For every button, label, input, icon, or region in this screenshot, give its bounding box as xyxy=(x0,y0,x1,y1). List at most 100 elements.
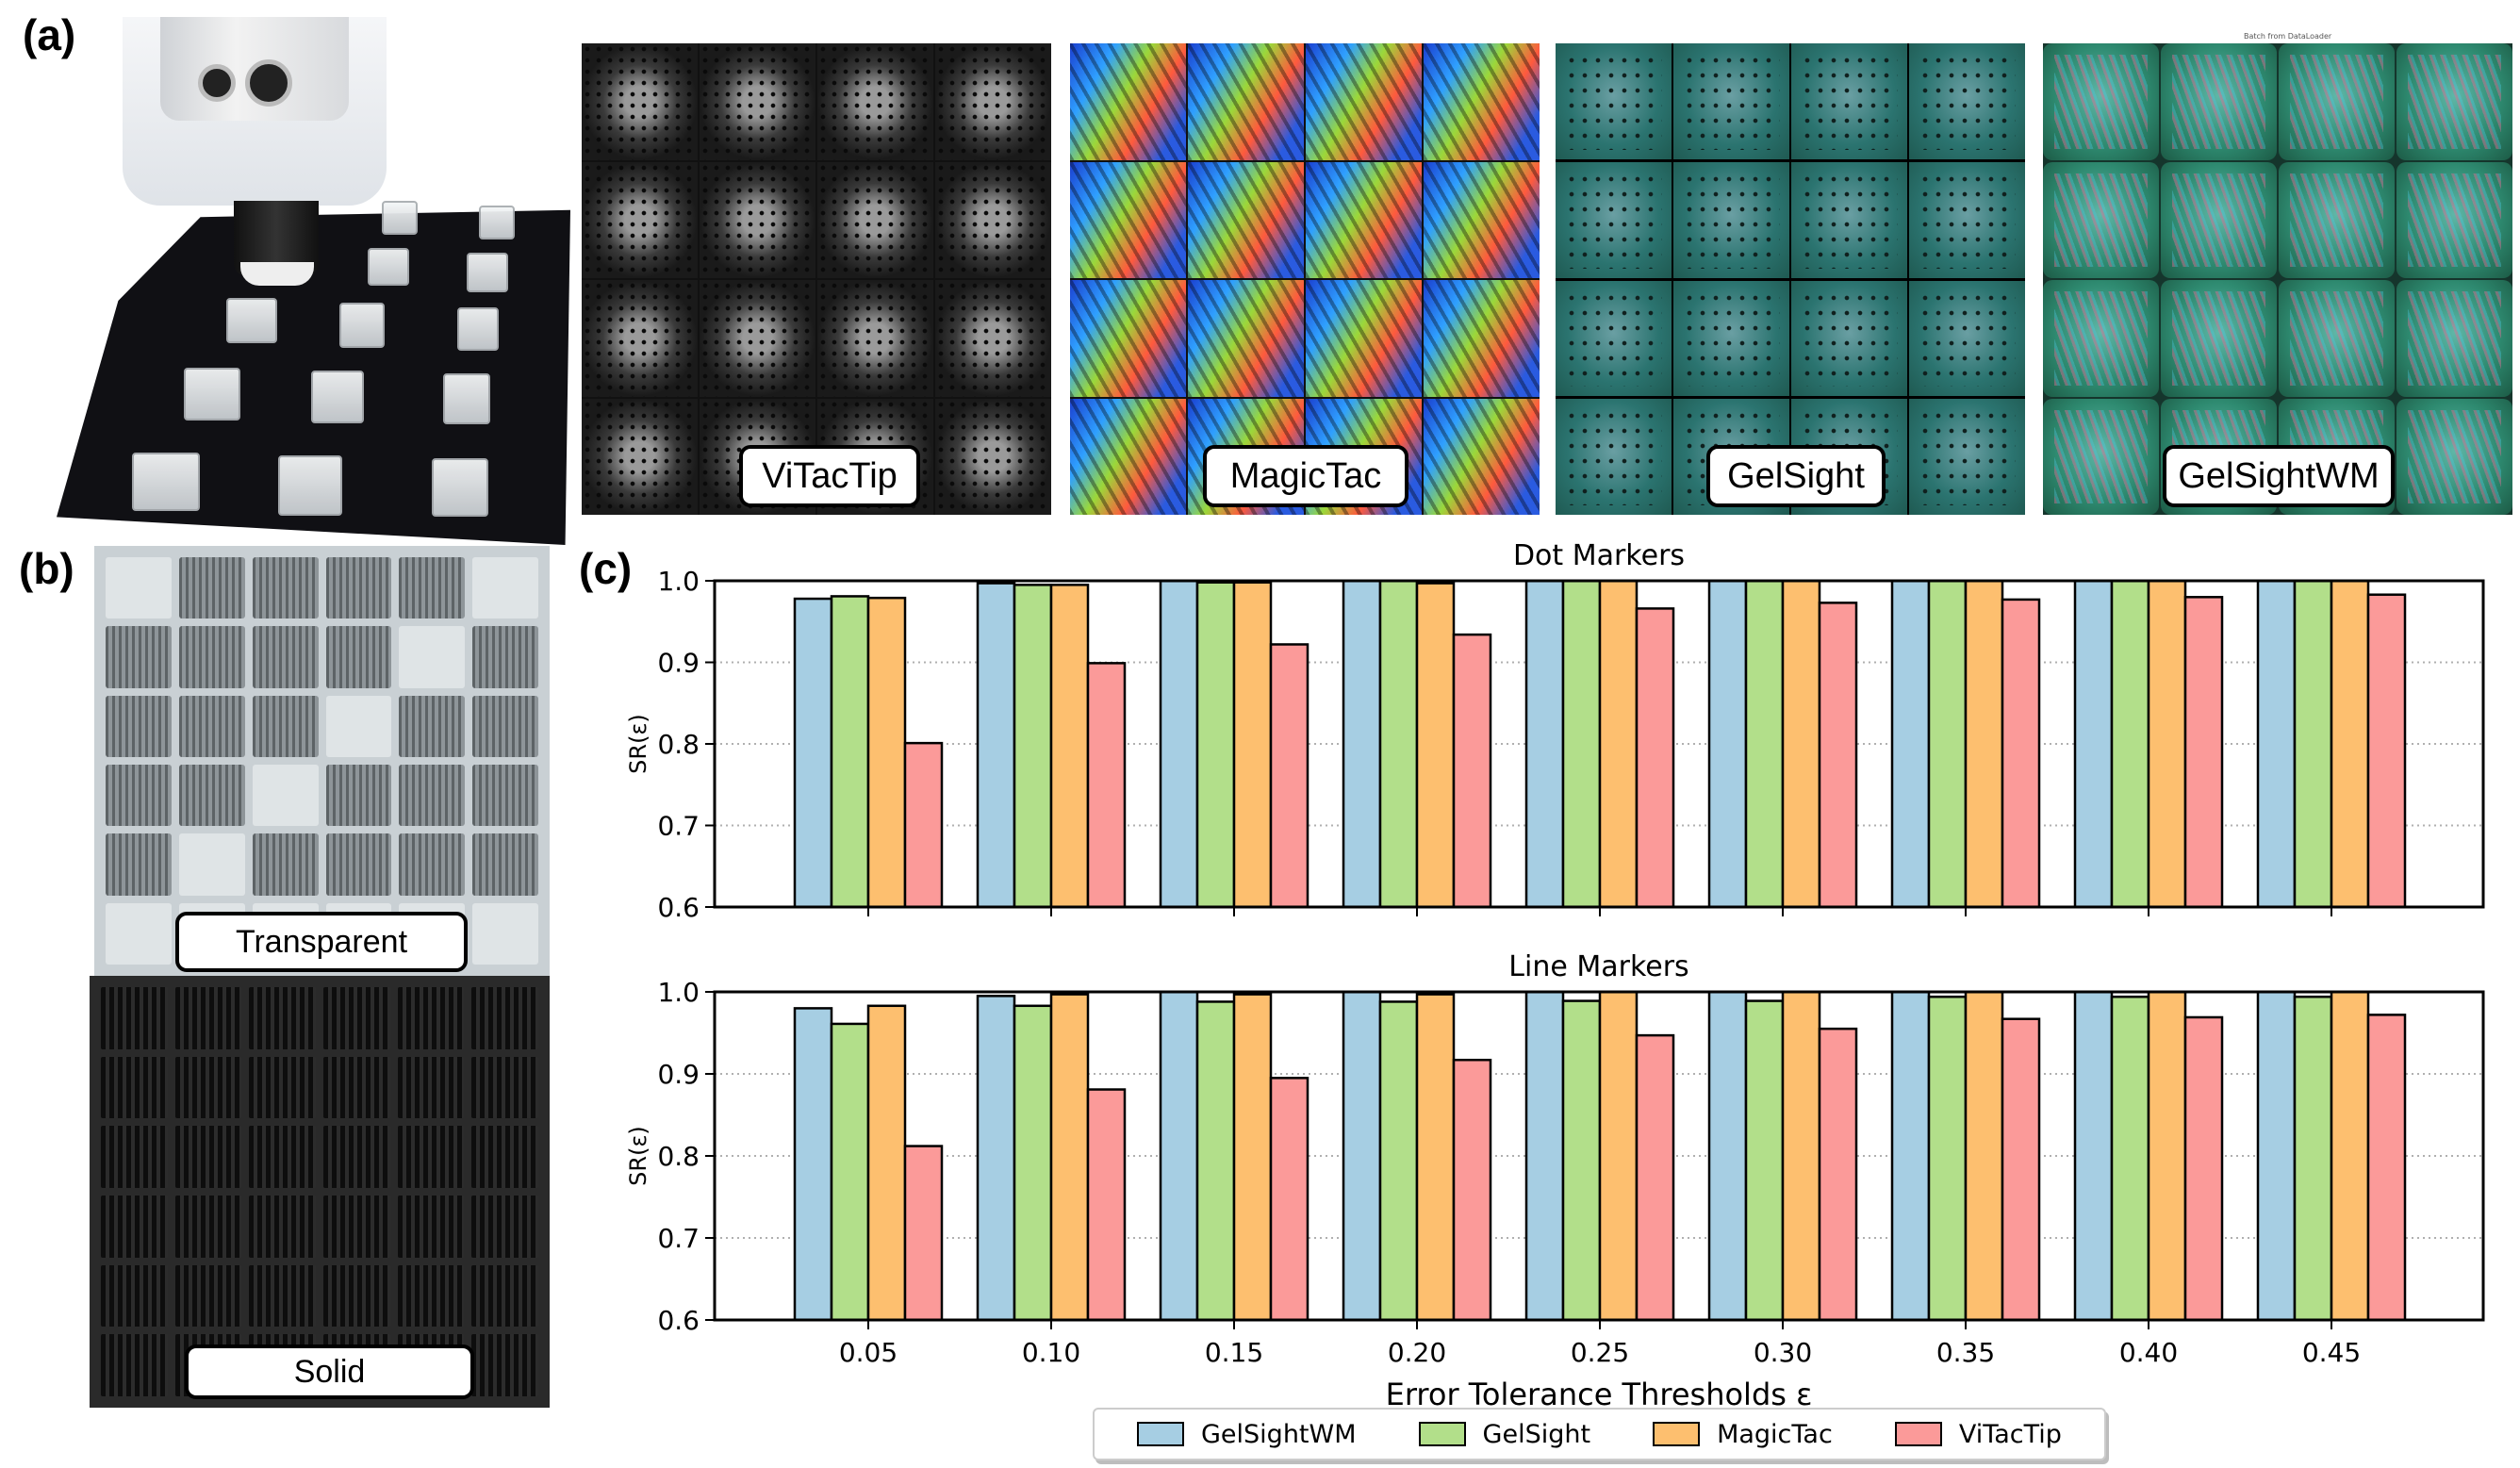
bar-gelsight-0.25 xyxy=(1561,999,1602,1322)
y-tick-label: 0.6 xyxy=(657,892,700,923)
x-tick-label: 0.35 xyxy=(1936,1337,1995,1368)
bar-gelsight-0.35 xyxy=(1927,579,1968,909)
x-tick-label: 0.25 xyxy=(1571,1337,1629,1368)
bar-gelsightwm-0.40 xyxy=(2073,579,2114,909)
x-tick-label: 0.20 xyxy=(1388,1337,1446,1368)
test-object xyxy=(443,373,490,424)
legend-label: ViTacTip xyxy=(1958,1419,2062,1449)
y-tick-label: 1.0 xyxy=(657,566,700,597)
test-object xyxy=(278,455,342,516)
y-tick-label: 0.7 xyxy=(657,1223,700,1254)
chart-legend: GelSightWM GelSight MagicTac ViTacTip xyxy=(1093,1408,2106,1460)
test-object xyxy=(479,206,515,239)
bar-vitactip-0.45 xyxy=(2366,593,2407,909)
bar-magictac-0.45 xyxy=(2330,990,2370,1322)
bar-gelsightwm-0.20 xyxy=(1342,579,1382,909)
bar-vitactip-0.10 xyxy=(1086,1088,1127,1322)
test-object xyxy=(368,248,409,286)
x-axis-label: Error Tolerance Thresholds ε xyxy=(1386,1377,1813,1412)
test-object xyxy=(311,371,364,423)
bar-gelsight-0.40 xyxy=(2110,995,2150,1322)
bar-vitactip-0.45 xyxy=(2366,1014,2407,1322)
sensor-label-gelsight: GelSight xyxy=(1706,445,1886,507)
bar-vitactip-0.30 xyxy=(1818,602,1858,909)
panel-label-b: (b) xyxy=(19,544,74,593)
bar-gelsightwm-0.05 xyxy=(793,1007,833,1322)
bar-vitactip-0.40 xyxy=(2183,596,2224,909)
y-tick-label: 0.6 xyxy=(657,1305,700,1336)
x-tick-label: 0.15 xyxy=(1205,1337,1263,1368)
bar-magictac-0.40 xyxy=(2147,990,2187,1322)
bar-magictac-0.35 xyxy=(1964,990,2004,1322)
chart-title: Line Markers xyxy=(1508,950,1688,983)
bar-magictac-0.45 xyxy=(2330,579,2370,909)
gelsightwm-caption: Batch from DataLoader xyxy=(2244,32,2332,41)
tray-label-transparent: Transparent xyxy=(175,912,468,972)
tray-label-solid: Solid xyxy=(185,1344,474,1399)
legend-swatch-gelsightwm xyxy=(1137,1422,1184,1446)
y-tick-label: 1.0 xyxy=(657,977,700,1008)
bar-gelsight-0.05 xyxy=(830,1022,870,1322)
legend-item-vitactip: ViTacTip xyxy=(1894,1419,2062,1449)
bar-magictac-0.10 xyxy=(1049,993,1090,1322)
bar-gelsight-0.30 xyxy=(1744,579,1785,909)
test-object xyxy=(382,201,418,235)
bar-vitactip-0.35 xyxy=(2001,1017,2041,1322)
legend-label: GelSightWM xyxy=(1201,1419,1357,1449)
y-tick-label: 0.9 xyxy=(657,1059,700,1090)
test-object xyxy=(432,458,488,517)
test-object xyxy=(467,253,508,292)
x-tick-label: 0.05 xyxy=(839,1337,898,1368)
sensor-label-gelsightwm: GelSightWM xyxy=(2163,445,2395,507)
bar-magictac-0.15 xyxy=(1232,993,1273,1322)
bar-vitactip-0.05 xyxy=(903,1145,944,1322)
bar-vitactip-0.20 xyxy=(1452,1058,1492,1322)
connector-port xyxy=(245,59,292,107)
bar-gelsightwm-0.25 xyxy=(1524,579,1565,909)
test-object xyxy=(184,368,240,421)
bar-gelsightwm-0.10 xyxy=(976,582,1016,909)
bar-gelsight-0.40 xyxy=(2110,579,2150,909)
bar-gelsight-0.20 xyxy=(1378,579,1419,909)
bar-magictac-0.30 xyxy=(1781,579,1821,909)
tray-solid-objects xyxy=(90,976,550,1408)
y-tick-label: 0.8 xyxy=(657,729,700,760)
axes-frame xyxy=(713,990,2485,1322)
x-tick-label: 0.30 xyxy=(1754,1337,1812,1368)
bar-gelsight-0.10 xyxy=(1013,584,1053,909)
bar-magictac-0.40 xyxy=(2147,579,2187,909)
x-tick-label: 0.40 xyxy=(2119,1337,2178,1368)
bar-gelsight-0.10 xyxy=(1013,1004,1053,1322)
bar-gelsight-0.05 xyxy=(830,595,870,909)
tactile-grid-gelsight xyxy=(1556,43,2025,515)
test-object xyxy=(339,303,385,348)
axes-frame xyxy=(713,579,2485,909)
legend-label: GelSight xyxy=(1482,1419,1591,1449)
bar-gelsight-0.45 xyxy=(2293,579,2333,909)
legend-swatch-gelsight xyxy=(1418,1422,1466,1446)
bar-gelsightwm-0.30 xyxy=(1707,579,1748,909)
bar-gelsightwm-0.35 xyxy=(1890,990,1931,1322)
bar-gelsight-0.25 xyxy=(1561,579,1602,909)
legend-swatch-vitactip xyxy=(1894,1422,1942,1446)
y-tick-label: 0.8 xyxy=(657,1141,700,1172)
bar-vitactip-0.25 xyxy=(1635,1033,1675,1322)
bar-gelsightwm-0.20 xyxy=(1342,990,1382,1322)
bar-gelsightwm-0.45 xyxy=(2256,579,2297,909)
bar-gelsightwm-0.15 xyxy=(1159,990,1199,1322)
bar-gelsightwm-0.45 xyxy=(2256,990,2297,1322)
y-axis-label: SR(ε) xyxy=(625,1126,651,1186)
sensor-label-magictac: MagicTac xyxy=(1203,445,1408,507)
x-tick-label: 0.45 xyxy=(2302,1337,2361,1368)
bar-gelsight-0.35 xyxy=(1927,995,1968,1322)
test-object xyxy=(457,307,499,351)
bar-magictac-0.05 xyxy=(866,596,907,909)
bar-vitactip-0.15 xyxy=(1269,643,1309,909)
bar-vitactip-0.10 xyxy=(1086,662,1127,909)
legend-label: MagicTac xyxy=(1717,1419,1833,1449)
bar-gelsight-0.15 xyxy=(1195,1000,1236,1322)
bar-magictac-0.10 xyxy=(1049,584,1090,909)
bar-gelsightwm-0.15 xyxy=(1159,579,1199,909)
bar-vitactip-0.05 xyxy=(903,741,944,909)
